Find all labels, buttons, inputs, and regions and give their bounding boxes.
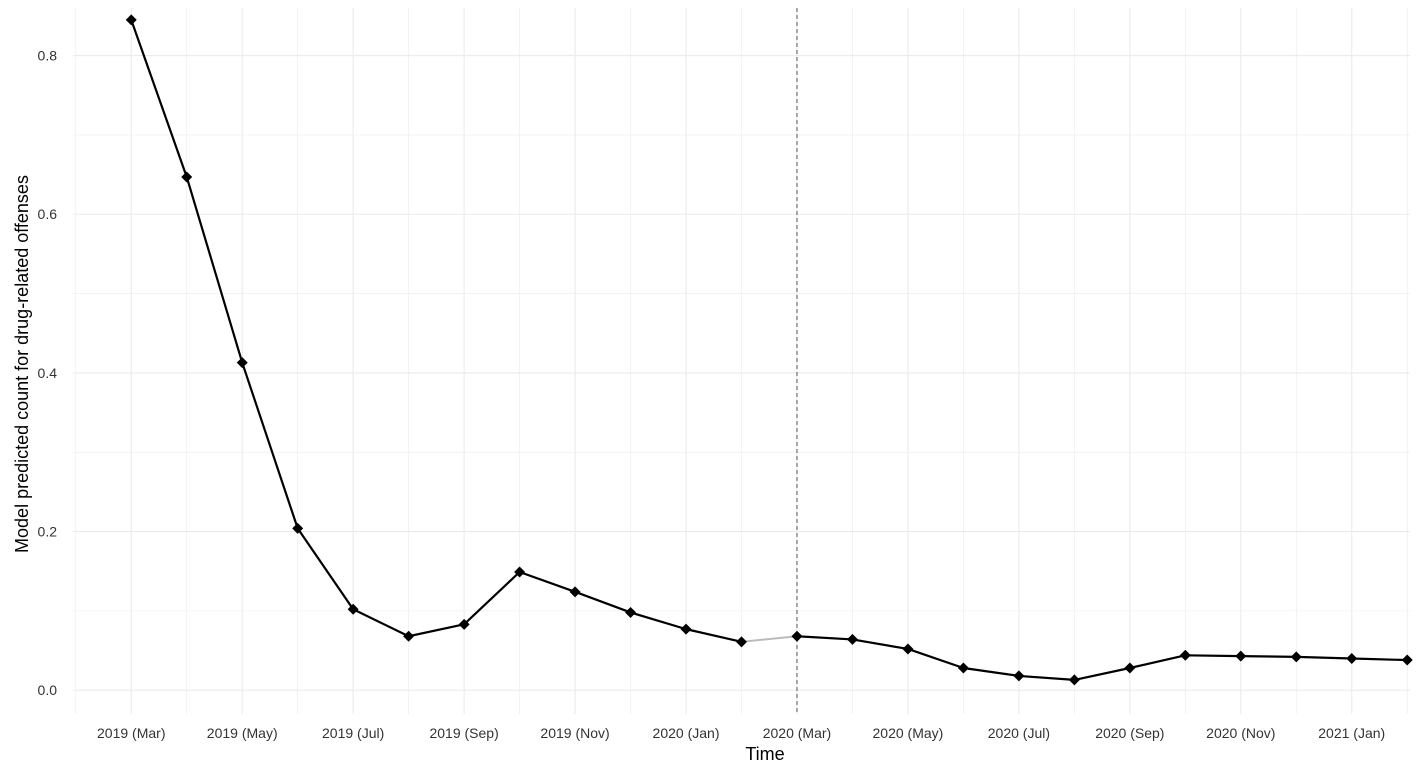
series-line-post — [796, 635, 1408, 681]
data-point — [1346, 652, 1358, 664]
data-point — [1013, 670, 1025, 682]
x-tick-label: 2020 (Sep) — [1095, 725, 1164, 741]
data-point — [1401, 654, 1413, 666]
data-point — [957, 662, 969, 674]
y-tick-label: 0.2 — [38, 524, 58, 540]
data-point — [458, 618, 470, 630]
x-tick-label: 2019 (Sep) — [429, 725, 498, 741]
x-tick-label: 2020 (Nov) — [1206, 725, 1275, 741]
data-point — [181, 171, 193, 183]
data-point — [625, 606, 637, 618]
x-tick-label: 2019 (Jul) — [322, 725, 384, 741]
y-tick-label: 0.0 — [38, 682, 58, 698]
data-point — [403, 630, 415, 642]
data-point — [125, 14, 137, 26]
series-line — [130, 19, 1408, 681]
data-point — [1235, 650, 1247, 662]
data-point — [292, 522, 304, 534]
y-axis-title: Model predicted count for drug-related o… — [12, 175, 32, 553]
x-tick-label: 2020 (Jan) — [653, 725, 720, 741]
series-line-pre — [130, 19, 742, 643]
data-point — [846, 633, 858, 645]
x-tick-label: 2020 (May) — [873, 725, 944, 741]
grid-lines — [73, 8, 1410, 714]
x-tick-label: 2019 (May) — [207, 725, 278, 741]
x-tick-label: 2020 (Mar) — [763, 725, 831, 741]
data-point — [791, 630, 803, 642]
data-point — [736, 636, 747, 648]
y-axis-ticks: 0.0 0.2 0.4 0.6 0.8 — [38, 48, 58, 699]
data-point — [680, 623, 692, 635]
data-point — [1068, 674, 1080, 686]
data-points — [125, 14, 1413, 686]
y-tick-label: 0.6 — [38, 206, 58, 222]
data-point — [1290, 651, 1302, 663]
data-point — [569, 586, 581, 598]
x-axis-ticks: 2019 (Mar) 2019 (May) 2019 (Jul) 2019 (Sep)… — [97, 725, 1385, 741]
series-gap-segment — [741, 635, 798, 643]
data-point — [347, 603, 359, 615]
x-tick-label: 2019 (Mar) — [97, 725, 165, 741]
data-point — [902, 643, 914, 655]
data-point — [514, 566, 526, 578]
x-tick-label: 2020 (Jul) — [988, 725, 1050, 741]
data-point — [1124, 662, 1136, 674]
y-tick-label: 0.8 — [38, 48, 58, 64]
x-tick-label: 2021 (Jan) — [1318, 725, 1385, 741]
x-axis-title: Time — [745, 744, 784, 764]
data-point — [236, 357, 248, 369]
data-point — [1179, 649, 1191, 661]
x-tick-label: 2019 (Nov) — [540, 725, 609, 741]
y-tick-label: 0.4 — [38, 365, 58, 381]
